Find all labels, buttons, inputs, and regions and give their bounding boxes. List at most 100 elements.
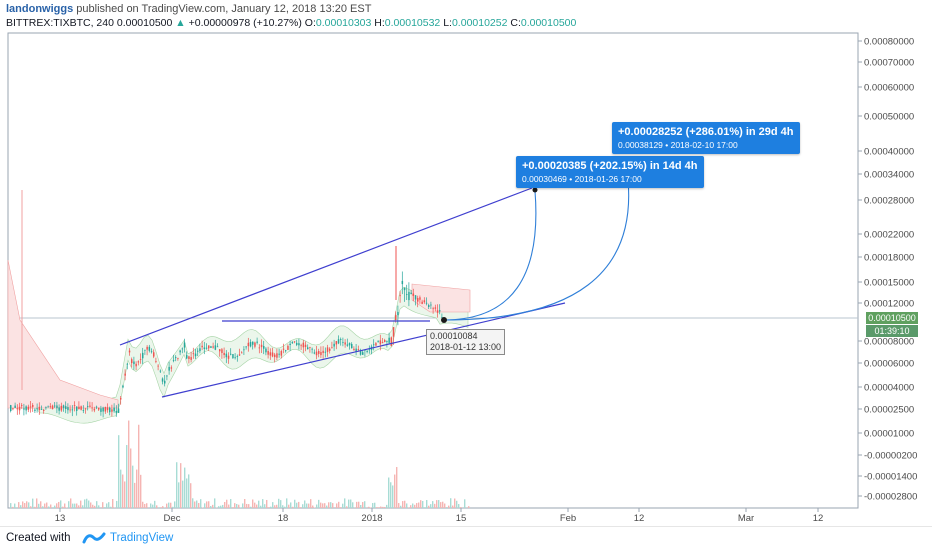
candle-body: [426, 303, 428, 304]
y-axis-tick-label: 0.00070000: [864, 58, 914, 69]
volume-bar: [346, 506, 347, 508]
volume-bar: [80, 501, 81, 508]
candle-body: [206, 348, 208, 349]
volume-bar: [428, 506, 429, 508]
candle-body: [113, 408, 115, 412]
volume-bar: [132, 466, 133, 508]
volume-bar: [426, 500, 427, 508]
candle-body: [162, 379, 164, 382]
symbol-label[interactable]: BITTREX:TIXBTC, 240: [6, 17, 114, 29]
candle-body: [283, 349, 285, 350]
target-point-marker: [533, 188, 538, 193]
candle-body: [195, 354, 197, 357]
volume-bar: [338, 502, 339, 508]
callout-1-change: +0.00020385 (+202.15%) in 14d 4h: [522, 159, 698, 173]
candle-body: [61, 406, 63, 411]
volume-bars: [10, 421, 469, 508]
candle-body: [395, 315, 397, 320]
volume-bar: [36, 498, 37, 508]
volume-bar: [230, 499, 231, 508]
candle-body: [215, 345, 217, 349]
tradingview-logo-icon[interactable]: [82, 530, 106, 546]
volume-bar: [440, 502, 441, 508]
candle-body: [281, 351, 283, 356]
volume-bar: [88, 501, 89, 508]
volume-bar: [368, 507, 369, 508]
y-axis-tick-label: 0.00001000: [864, 429, 914, 440]
candle-body: [415, 295, 417, 299]
volume-bar: [24, 503, 25, 508]
callout-1-target: 0.00030469 • 2018-01-26 17:00: [522, 173, 698, 185]
candle-body: [223, 353, 225, 355]
candle-body: [87, 406, 89, 407]
open-value: 0.00010303: [316, 17, 371, 29]
volume-bar: [264, 504, 265, 508]
tradingview-brand[interactable]: TradingView: [110, 532, 173, 544]
volume-bar: [248, 504, 249, 508]
volume-bar: [64, 503, 65, 508]
author-name[interactable]: landonwiggs: [6, 3, 73, 15]
volume-bar: [450, 498, 451, 508]
candle-body: [12, 408, 14, 409]
volume-bar: [232, 507, 233, 508]
anchor-point-label: 0.00010084 2018-01-12 13:00: [426, 329, 505, 355]
candle-body: [50, 406, 52, 407]
candle-body: [428, 305, 430, 307]
volume-bar: [412, 503, 413, 508]
volume-bar: [300, 507, 301, 508]
candle-body: [292, 342, 294, 343]
candle-body: [182, 349, 184, 350]
candle-body: [166, 376, 168, 377]
volume-bar: [258, 501, 259, 508]
candle-body: [439, 310, 441, 311]
volume-bar: [340, 507, 341, 508]
volume-bar: [414, 505, 415, 508]
y-axis-tick-label: 0.00022000: [864, 230, 914, 241]
volume-bar: [26, 501, 27, 508]
candle-body: [393, 327, 395, 337]
candle-body: [239, 354, 241, 355]
volume-bar: [322, 503, 323, 508]
candle-body: [122, 386, 124, 388]
candle-body: [17, 408, 19, 409]
volume-bar: [388, 478, 389, 508]
anchor-point-value: 0.00010084: [430, 331, 501, 342]
volume-bar: [424, 507, 425, 508]
volume-bar: [102, 502, 103, 508]
price-chart[interactable]: 0.000800000.000700000.000600000.00050000…: [0, 0, 932, 526]
candle-body: [421, 302, 423, 304]
candle-body: [28, 407, 30, 410]
projection-callout-2[interactable]: +0.00028252 (+286.01%) in 29d 4h 0.00038…: [612, 122, 800, 154]
volume-bar: [252, 499, 253, 508]
plot-frame: [8, 33, 858, 508]
volume-bar: [60, 500, 61, 508]
volume-bar: [302, 504, 303, 508]
volume-bar: [436, 500, 437, 508]
candle-body: [294, 341, 296, 342]
volume-bar: [458, 504, 459, 508]
candle-body: [417, 298, 419, 302]
volume-bar: [448, 506, 449, 508]
candle-body: [197, 351, 199, 352]
volume-bar: [118, 435, 119, 508]
volume-bar: [456, 501, 457, 508]
candle-body: [193, 353, 195, 354]
projection-callout-1[interactable]: +0.00020385 (+202.15%) in 14d 4h 0.00030…: [516, 156, 704, 188]
candle-body: [366, 351, 368, 352]
y-axis-tick-label: -0.00002800: [864, 492, 917, 503]
candle-body: [107, 407, 109, 410]
candle-body: [413, 294, 415, 296]
price-change: +0.00000978 (+10.27%): [189, 17, 302, 29]
volume-bar: [212, 505, 213, 508]
candle-body: [72, 409, 74, 410]
candle-body: [91, 408, 93, 409]
candle-body: [129, 351, 131, 353]
volume-bar: [214, 498, 215, 508]
candle-body: [432, 308, 434, 309]
candle-body: [380, 340, 382, 344]
volume-bar: [310, 499, 311, 508]
y-axis-tick-label: 0.00012000: [864, 299, 914, 310]
candle-body: [43, 410, 45, 411]
candle-body: [30, 407, 32, 408]
candle-body: [96, 407, 98, 408]
